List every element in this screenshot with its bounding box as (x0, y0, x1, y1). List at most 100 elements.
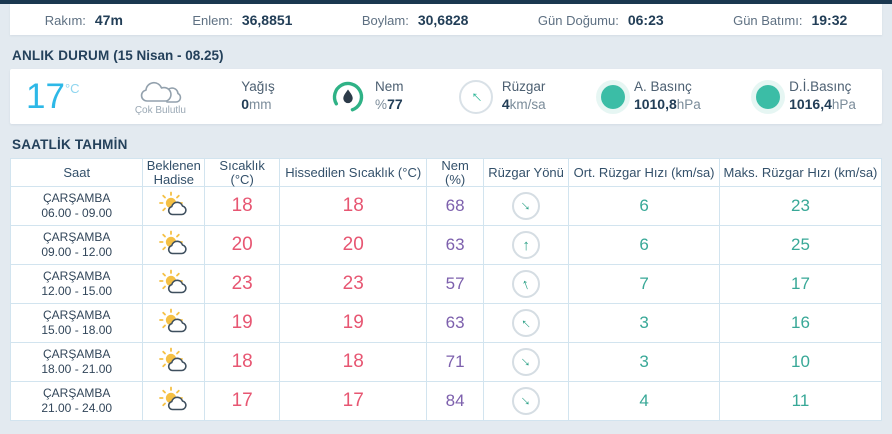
precip-unit: mm (249, 97, 272, 112)
humidity-value: 77 (387, 96, 403, 112)
temp-unit: °C (65, 82, 80, 95)
sun-cloud-icon (158, 386, 190, 412)
stat-sunrise: Gün Doğumu: 06:23 (538, 12, 664, 28)
temperature-cell: 23 (205, 265, 280, 304)
max-wind-cell: 11 (719, 382, 881, 421)
day-label: ÇARŞAMBA (14, 230, 139, 245)
max-wind-cell: 10 (719, 343, 881, 382)
humidity-cell: 63 (427, 304, 484, 343)
avg-wind-cell: 3 (569, 304, 720, 343)
max-wind-cell: 17 (719, 265, 881, 304)
wind-direction-icon: ↑ (459, 80, 493, 114)
humidity-cell: 84 (427, 382, 484, 421)
temperature-cell: 18 (205, 187, 280, 226)
stat-label: Enlem: (192, 13, 232, 28)
stat-value: 19:32 (811, 12, 847, 28)
sun-cloud-icon (158, 191, 190, 217)
table-row: ÇARŞAMBA21.00 - 24.00 17 17 84 ↑ 4 11 (11, 382, 882, 421)
wind-direction-icon: ↑ (512, 387, 540, 415)
pressure-unit: hPa (677, 97, 701, 112)
humidity-cell: 68 (427, 187, 484, 226)
stat-label: Boylam: (362, 13, 409, 28)
avg-wind-cell: 7 (569, 265, 720, 304)
pressure-label: A. Basınç (634, 79, 701, 96)
stat-label: Gün Batımı: (733, 13, 802, 28)
max-wind-cell: 25 (719, 226, 881, 265)
sea-pressure-label: D.İ.Basınç (789, 79, 856, 96)
sun-cloud-icon (158, 347, 190, 373)
current-condition: Çok Bulutlu (135, 78, 186, 116)
stat-label: Rakım: (45, 13, 86, 28)
temperature-cell: 17 (205, 382, 280, 421)
time-range: 09.00 - 12.00 (14, 245, 139, 260)
sea-pressure-unit: hPa (832, 97, 856, 112)
sun-cloud-icon (158, 230, 190, 256)
sea-pressure-value: 1016,4 (789, 96, 832, 112)
stat-latitude: Enlem: 36,8851 (192, 12, 292, 28)
temperature-cell: 20 (205, 226, 280, 265)
col-time: Saat (11, 159, 143, 187)
stat-longitude: Boylam: 30,6828 (362, 12, 469, 28)
sea-pressure-block: D.İ.Basınç 1016,4hPa (756, 79, 856, 114)
wind-direction-icon: ↑ (512, 231, 540, 259)
pressure-block: A. Basınç 1010,8hPa (601, 79, 701, 114)
feels-like-cell: 18 (280, 343, 427, 382)
temp-value: 17 (26, 79, 65, 114)
humidity-gauge-icon (330, 79, 366, 115)
section-subtitle: (15 Nisan - 08.25) (113, 48, 223, 63)
location-stats-bar: Rakım: 47m Enlem: 36,8851 Boylam: 30,682… (10, 4, 882, 35)
time-range: 12.00 - 15.00 (14, 284, 139, 299)
feels-like-cell: 19 (280, 304, 427, 343)
humidity-cell: 63 (427, 226, 484, 265)
feels-like-cell: 17 (280, 382, 427, 421)
day-label: ÇARŞAMBA (14, 386, 139, 401)
time-range: 21.00 - 24.00 (14, 401, 139, 416)
wind-direction-icon: ↑ (512, 270, 540, 298)
table-row: ÇARŞAMBA15.00 - 18.00 19 19 63 ↑ 3 16 (11, 304, 882, 343)
pressure-dot-icon (601, 85, 625, 109)
hourly-forecast-table: Saat Beklenen Hadise Sıcaklık (°C) Hisse… (10, 158, 882, 421)
current-conditions-card: 17 °C Çok Bulutlu Yağış 0mm Nem %77 ↑ (10, 69, 882, 124)
col-max-wind: Maks. Rüzgar Hızı (km/sa) (719, 159, 881, 187)
condition-label: Çok Bulutlu (135, 105, 186, 116)
max-wind-cell: 23 (719, 187, 881, 226)
stat-sunset: Gün Batımı: 19:32 (733, 12, 847, 28)
day-label: ÇARŞAMBA (14, 308, 139, 323)
humidity-block: Nem %77 (330, 79, 404, 115)
temperature-cell: 18 (205, 343, 280, 382)
table-row: ÇARŞAMBA12.00 - 15.00 23 23 57 ↑ 7 17 (11, 265, 882, 304)
wind-unit: km/sa (510, 97, 546, 112)
sun-cloud-icon (158, 308, 190, 334)
cloudy-icon (138, 78, 182, 104)
day-label: ÇARŞAMBA (14, 347, 139, 362)
current-temperature: 17 °C (26, 79, 80, 114)
col-expected-event: Beklenen Hadise (143, 159, 205, 187)
stat-value: 30,6828 (418, 12, 469, 28)
humidity-prefix: % (375, 97, 387, 112)
feels-like-cell: 23 (280, 265, 427, 304)
current-conditions-title: ANLIK DURUM (15 Nisan - 08.25) (12, 48, 880, 63)
section-title: SAATLİK TAHMİN (12, 137, 128, 152)
sun-cloud-icon (158, 269, 190, 295)
max-wind-cell: 16 (719, 304, 881, 343)
avg-wind-cell: 3 (569, 343, 720, 382)
feels-like-cell: 18 (280, 187, 427, 226)
section-title: ANLIK DURUM (12, 48, 109, 63)
precip-label: Yağış (241, 79, 275, 96)
pressure-value: 1010,8 (634, 96, 677, 112)
avg-wind-cell: 6 (569, 226, 720, 265)
col-humidity: Nem (%) (427, 159, 484, 187)
table-header-row: Saat Beklenen Hadise Sıcaklık (°C) Hisse… (11, 159, 882, 187)
table-row: ÇARŞAMBA18.00 - 21.00 18 18 71 ↑ 3 10 (11, 343, 882, 382)
wind-direction-icon: ↑ (512, 192, 540, 220)
wind-direction-icon: ↑ (512, 348, 540, 376)
wind-label: Rüzgar (502, 79, 546, 96)
day-label: ÇARŞAMBA (14, 269, 139, 284)
precip-value: 0 (241, 96, 249, 112)
stat-label: Gün Doğumu: (538, 13, 619, 28)
feels-like-cell: 20 (280, 226, 427, 265)
stat-value: 36,8851 (242, 12, 293, 28)
humidity-cell: 71 (427, 343, 484, 382)
time-range: 15.00 - 18.00 (14, 323, 139, 338)
wind-value: 4 (502, 96, 510, 112)
